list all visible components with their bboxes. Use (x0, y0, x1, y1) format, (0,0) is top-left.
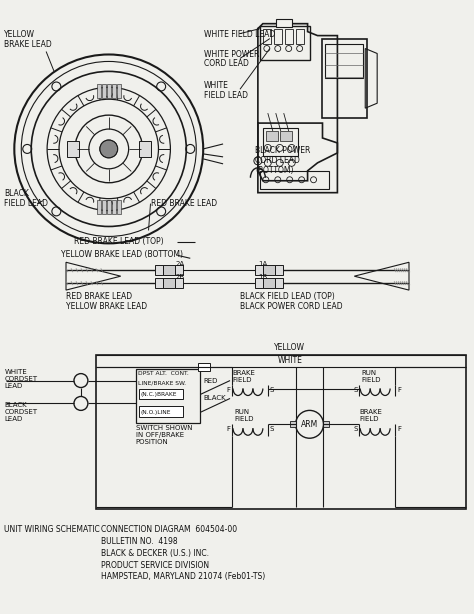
Text: RUN
FIELD: RUN FIELD (234, 410, 254, 422)
Text: YELLOW BRAKE LEAD (BOTTOM): YELLOW BRAKE LEAD (BOTTOM) (61, 251, 183, 259)
Text: YELLOW: YELLOW (274, 343, 305, 352)
Text: BLACK: BLACK (4, 188, 29, 198)
Bar (290, 421, 296, 427)
Bar (263, 278, 275, 288)
Bar (155, 265, 164, 275)
Text: CORD LEAD: CORD LEAD (255, 156, 300, 165)
Bar (326, 44, 363, 79)
Text: S: S (270, 387, 274, 392)
Bar (285, 29, 292, 44)
Text: UNIT WIRING SCHEMATIC: UNIT WIRING SCHEMATIC (4, 525, 100, 534)
Text: PRODUCT SERVICE DIVISION: PRODUCT SERVICE DIVISION (101, 561, 209, 570)
Bar (97, 84, 101, 98)
Text: CONNECTION DIAGRAM  604504-00: CONNECTION DIAGRAM 604504-00 (101, 525, 237, 534)
Text: YELLOW: YELLOW (4, 29, 36, 39)
Text: (N.C.)BRAKE: (N.C.)BRAKE (141, 392, 177, 397)
Bar (102, 200, 106, 214)
Polygon shape (354, 262, 409, 290)
Bar (175, 278, 183, 288)
Bar (263, 128, 298, 156)
Text: RUN
FIELD: RUN FIELD (362, 370, 381, 383)
Bar (275, 278, 283, 288)
Bar (323, 421, 329, 427)
Text: BLACK POWER: BLACK POWER (255, 146, 310, 155)
Circle shape (100, 140, 118, 158)
Text: WHITE
CORDSET
LEAD: WHITE CORDSET LEAD (4, 368, 37, 389)
Bar (136, 368, 200, 423)
Text: YELLOW BRAKE LEAD: YELLOW BRAKE LEAD (66, 302, 147, 311)
Bar (117, 84, 121, 98)
Text: RED BRAKE LEAD: RED BRAKE LEAD (151, 199, 217, 208)
Text: WHITE: WHITE (277, 356, 302, 365)
Bar (112, 84, 116, 98)
Text: HAMPSTEAD, MARYLAND 21074 (Feb01-TS): HAMPSTEAD, MARYLAND 21074 (Feb01-TS) (101, 572, 265, 581)
Bar (138, 141, 151, 157)
Bar (280, 131, 292, 141)
Bar (164, 265, 175, 275)
Text: FIELD LEAD: FIELD LEAD (4, 199, 48, 208)
Bar (263, 265, 275, 275)
Text: F: F (226, 387, 230, 392)
Bar (260, 171, 329, 188)
Text: BLACK: BLACK (203, 395, 226, 402)
Text: WHITE: WHITE (204, 81, 229, 90)
Text: BLACK & DECKER (U.S.) INC.: BLACK & DECKER (U.S.) INC. (101, 548, 209, 558)
Text: 2B: 2B (175, 274, 184, 280)
Text: (N.O.)LINE: (N.O.)LINE (141, 410, 171, 415)
Text: WHITE POWER: WHITE POWER (204, 50, 260, 58)
Text: RED BRAKE LEAD: RED BRAKE LEAD (66, 292, 132, 301)
Text: BLACK
CORDSET
LEAD: BLACK CORDSET LEAD (4, 402, 37, 422)
Text: SWITCH SHOWN
IN OFF/BRAKE
POSITION: SWITCH SHOWN IN OFF/BRAKE POSITION (136, 426, 192, 445)
Text: BLACK POWER CORD LEAD: BLACK POWER CORD LEAD (240, 302, 343, 311)
Bar (107, 84, 111, 98)
Bar (107, 200, 111, 214)
Text: F: F (397, 387, 401, 392)
Bar (175, 265, 183, 275)
Bar (117, 200, 121, 214)
Text: FIELD LEAD: FIELD LEAD (204, 91, 248, 100)
Bar (67, 141, 79, 157)
Bar (198, 363, 210, 371)
Bar (275, 265, 283, 275)
Bar (155, 278, 164, 288)
Polygon shape (66, 262, 121, 290)
Text: LINE/BRAKE SW.: LINE/BRAKE SW. (137, 381, 186, 386)
Bar (138, 389, 183, 400)
Text: BRAKE
FIELD: BRAKE FIELD (233, 370, 255, 383)
Text: F: F (397, 426, 401, 432)
Bar (97, 200, 101, 214)
Text: BRAKE
FIELD: BRAKE FIELD (360, 410, 383, 422)
Text: S: S (353, 387, 357, 392)
Text: 1B: 1B (258, 274, 267, 280)
Text: RED: RED (203, 378, 218, 384)
Text: DPST ALT.  CONT.: DPST ALT. CONT. (137, 371, 188, 376)
Bar (296, 29, 304, 44)
Text: F: F (226, 426, 230, 432)
Text: WHITE FIELD LEAD: WHITE FIELD LEAD (204, 29, 275, 39)
Bar (255, 265, 263, 275)
Text: BULLETIN NO.  4198: BULLETIN NO. 4198 (101, 537, 177, 546)
Text: RED BRAKE LEAD (TOP): RED BRAKE LEAD (TOP) (74, 238, 164, 246)
Bar (263, 29, 271, 44)
Bar (322, 39, 367, 118)
Text: ARM: ARM (301, 420, 318, 429)
Text: 2A: 2A (175, 262, 184, 267)
Bar (102, 84, 106, 98)
Bar (255, 278, 263, 288)
Bar (260, 26, 310, 60)
Text: BRAKE LEAD: BRAKE LEAD (4, 39, 52, 49)
Bar (138, 406, 183, 418)
Bar (274, 29, 282, 44)
Bar (96, 355, 465, 509)
Text: S: S (353, 426, 357, 432)
Bar (266, 131, 278, 141)
Bar (164, 278, 175, 288)
Text: BLACK FIELD LEAD (TOP): BLACK FIELD LEAD (TOP) (240, 292, 335, 301)
Text: CORD LEAD: CORD LEAD (204, 60, 249, 68)
Bar (276, 18, 292, 26)
Text: 1A: 1A (258, 262, 267, 267)
Text: (BOTTOM): (BOTTOM) (255, 166, 293, 175)
Text: S: S (270, 426, 274, 432)
Bar (112, 200, 116, 214)
